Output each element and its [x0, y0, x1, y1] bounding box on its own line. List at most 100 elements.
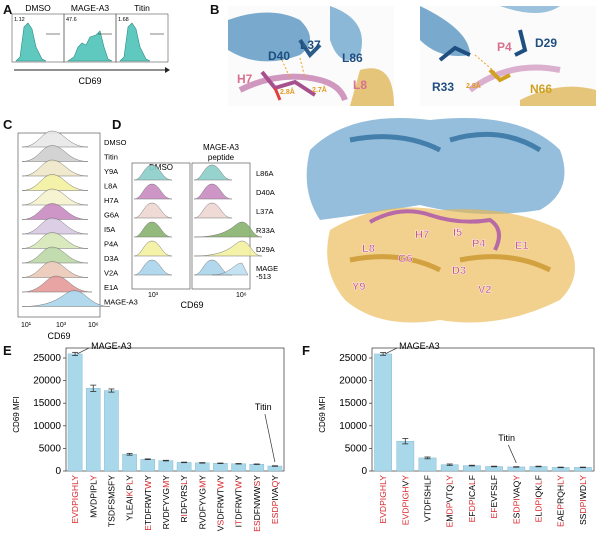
ridge-L37A-col0	[133, 202, 173, 219]
ridge-L86A-col1	[193, 164, 233, 181]
tick-d1: 10⁶	[236, 292, 247, 299]
residue-label-left-L8: L8	[353, 78, 367, 92]
ridge-I5A	[21, 217, 89, 235]
ridge-L37A-col1	[193, 202, 233, 219]
panel-d-xlabel: CD69	[180, 300, 203, 310]
y-tick-label-4: 20000	[33, 376, 61, 387]
residue-label-left-D40: D40	[268, 49, 290, 63]
x-tick-label-9: ITDFRWTWY	[234, 475, 244, 528]
ridge-label-I5A: I5A	[104, 225, 115, 234]
tick-d0: 10³	[148, 292, 159, 299]
x-tick-label-9: SSDPIWDLY	[578, 475, 588, 525]
ridge-label-DMSO: DMSO	[104, 138, 127, 147]
bar-VTDFISHLF	[418, 457, 437, 472]
x-tick-label-7: RVDFYVGMY	[197, 475, 207, 530]
sample-name-1: MAGE-A3	[71, 3, 110, 13]
panel-a-xlabel: CD69	[78, 76, 101, 86]
x-tick-label-0: EVDPIGHLY	[378, 475, 388, 524]
panel-label-c: C	[3, 117, 13, 132]
ridge-R33A-col0	[133, 221, 173, 238]
residue-label-left-H7: H7	[237, 72, 253, 86]
residue-label-right-P4: P4	[497, 40, 512, 54]
cd69-arrowhead	[165, 67, 170, 73]
ridge-label-L8A: L8A	[104, 182, 117, 191]
ridge-D40A-col1	[193, 183, 233, 200]
annotation-titin: Titin	[498, 433, 515, 443]
ridge-label-L86A: L86A	[256, 169, 274, 178]
histogram-0	[15, 22, 47, 62]
y-tick-label-5: 25000	[339, 353, 367, 364]
x-tick-label-3: EMDPVTQLY	[445, 475, 455, 528]
peptide-residue-H7: H7	[415, 229, 429, 241]
ridge-label-D40A: D40A	[256, 188, 275, 197]
ridge-tick-0: 10¹	[21, 322, 32, 329]
ridge-Y9A	[21, 159, 89, 177]
gate-percent-0: 1.12	[14, 17, 25, 23]
panel-label-b: B	[210, 2, 220, 17]
ridge-R33A-col1	[193, 221, 263, 238]
peptide-residue-V2: V2	[478, 284, 491, 296]
x-tick-label-4: EFDPICALF	[467, 475, 477, 522]
annotation-mage: MAGE-A3	[91, 341, 132, 351]
panel-label-a: A	[3, 2, 13, 17]
y-tick-label-0: 0	[361, 466, 367, 477]
ridge-label-R33A: R33A	[256, 226, 275, 235]
gate-percent-1: 47.6	[66, 17, 77, 23]
ridge-label-D29A: D29A	[256, 245, 275, 254]
histogram-2	[119, 22, 151, 62]
ridge-label-G6A: G6A	[104, 211, 119, 220]
ridge-mage513-shift	[211, 262, 249, 276]
panel-label-e: E	[3, 343, 12, 358]
x-tick-label-1: MVDPIPLY	[88, 475, 98, 518]
x-tick-label-11: ESDPIVAQY	[270, 475, 280, 524]
y-axis-label: CD69 MFI	[318, 396, 327, 432]
annotation-line-titin	[264, 413, 276, 463]
ridge-Titin	[21, 145, 89, 162]
ridge-label-Titin: Titin	[104, 153, 118, 162]
x-tick-label-7: ELDPIQKLF	[534, 475, 544, 522]
gate-percent-2: 1.68	[118, 17, 129, 23]
x-tick-label-5: RVDFYVGMY	[161, 475, 171, 530]
sample-name-0: DMSO	[25, 3, 51, 13]
peptide-residue-D3: D3	[452, 265, 466, 277]
ridge-V2A	[21, 261, 89, 278]
x-tick-label-0: EVDPIGHLY	[70, 475, 80, 524]
peptide-residue-P4: P4	[472, 238, 486, 250]
y-tick-label-2: 10000	[339, 421, 367, 432]
x-tick-label-1: EVDPIGHVY	[400, 475, 410, 525]
y-tick-label-3: 15000	[339, 398, 367, 409]
x-tick-label-2: TSDFSMSFY	[106, 475, 116, 527]
ridge-D29A-col1	[193, 240, 263, 257]
x-tick-label-6: RIDFVRSLY	[179, 475, 189, 523]
distance-left-1: 2.7Å	[312, 85, 327, 94]
closeup-left	[228, 6, 394, 106]
residue-label-left-L86: L86	[342, 51, 363, 65]
plot-frame	[371, 347, 595, 472]
x-tick-label-8: EAEPRQHLY	[556, 475, 566, 527]
ridge-P4A	[21, 232, 89, 249]
y-tick-label-1: 5000	[39, 443, 62, 454]
panel-label-d: D	[112, 117, 122, 132]
ridge-tick-2: 10⁶	[88, 322, 99, 329]
ridge-label-MAGE-513: MAGE	[256, 264, 278, 273]
peptide-residue-I5: I5	[453, 227, 462, 239]
x-tick-label-10: ESDFNWWSY	[252, 475, 262, 532]
ridge-D40A-col0	[133, 183, 173, 200]
bar-EVDPIGHLY	[374, 353, 392, 472]
ridge-frame-0	[131, 162, 191, 290]
ridge-H7A	[21, 188, 89, 206]
histogram-curve-1	[67, 30, 113, 62]
protein-complex	[306, 118, 575, 323]
plot-frame	[65, 347, 285, 472]
ridge-L86A-col0	[133, 164, 173, 181]
y-tick-label-0: 0	[55, 466, 61, 477]
y-tick-label-1: 5000	[345, 443, 368, 454]
ridge-MAGE -513-col0	[133, 259, 173, 276]
column-header-1: MAGE-A3	[203, 143, 240, 152]
histogram-curve-0	[15, 22, 47, 62]
ridge-tick-1: 10³	[56, 322, 67, 329]
peptide-residue-Y9: Y9	[352, 281, 365, 293]
